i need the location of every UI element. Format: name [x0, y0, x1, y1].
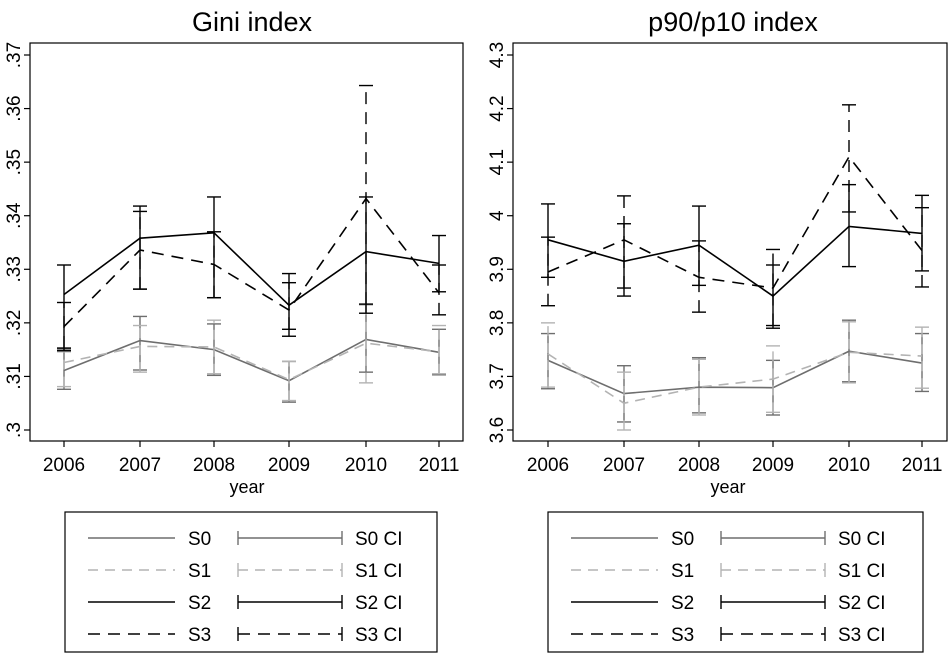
legend-label: S3 — [671, 625, 694, 646]
x-tick-label: 2010 — [345, 455, 387, 476]
legend-label: S0 — [188, 529, 211, 550]
x-tick-label: 2010 — [828, 455, 870, 476]
y-tick-label: .3 — [4, 422, 25, 438]
chart-panel-2: p90/p10 index 3.6 3.7 3.8 3.9 4 4.1 4.2 4.3 2006 2… — [487, 7, 947, 652]
y-tick-label: 4.1 — [487, 149, 508, 175]
series-S1 — [57, 304, 446, 400]
y-tick-label: .35 — [4, 149, 25, 175]
series-line-S2 — [548, 226, 922, 296]
x-tick-label: 2006 — [527, 455, 569, 476]
legend-label: S2 CI — [838, 593, 886, 614]
series-line-S0 — [64, 339, 439, 380]
series-S0 — [57, 305, 446, 403]
y-tick-label: .36 — [4, 95, 25, 121]
legend-label: S0 CI — [838, 529, 886, 550]
legend-label: S1 — [671, 561, 694, 582]
y-tick-label: .32 — [4, 310, 25, 336]
x-tick-label: 2009 — [752, 455, 794, 476]
series-line-S0 — [548, 351, 922, 393]
x-axis-label: year — [710, 477, 745, 497]
legend-label: S3 CI — [838, 625, 886, 646]
legend-label: S2 CI — [355, 593, 403, 614]
series-S0 — [541, 320, 929, 422]
series-S1 — [541, 322, 929, 430]
y-tick-label: 3.6 — [487, 417, 508, 443]
x-tick-label: 2011 — [419, 455, 460, 476]
chart-title: Gini index — [192, 7, 313, 37]
x-tick-label: 2007 — [603, 455, 645, 476]
y-tick-label: .33 — [4, 256, 25, 282]
y-tick-label: 3.9 — [487, 256, 508, 282]
series-S2 — [541, 185, 929, 329]
legend-label: S1 — [188, 561, 211, 582]
x-tick-label: 2008 — [193, 455, 235, 476]
legend: S0 S0 CI S1 S1 CI S2 S2 CI S3 S3 CI — [65, 512, 437, 652]
x-tick-label: 2006 — [43, 455, 85, 476]
legend-label: S1 CI — [355, 561, 403, 582]
y-tick-label: 4.2 — [487, 95, 508, 121]
y-tick-label: .34 — [4, 202, 25, 229]
legend-label: S2 — [671, 593, 694, 614]
x-tick-label: 2011 — [902, 455, 943, 476]
x-tick-label: 2008 — [678, 455, 720, 476]
series-line-S3 — [548, 157, 922, 288]
x-tick-label: 2007 — [119, 455, 161, 476]
series-S2 — [57, 197, 446, 351]
legend: S0 S0 CI S1 S1 CI S2 S2 CI S3 S3 CI — [548, 512, 923, 652]
series-S3 — [57, 86, 446, 349]
legend-label: S2 — [188, 593, 211, 614]
series-line-S1 — [548, 352, 922, 403]
legend-label: S3 CI — [355, 625, 403, 646]
y-tick-label: 4 — [487, 210, 508, 221]
series-S3 — [541, 105, 929, 326]
x-axis-label: year — [229, 477, 264, 497]
legend-label: S0 — [671, 529, 694, 550]
y-tick-label: .37 — [4, 42, 25, 68]
plot-frame — [30, 43, 463, 441]
y-tick-label: .31 — [4, 363, 25, 389]
y-tick-label: 3.7 — [487, 363, 508, 389]
plot-frame — [513, 43, 947, 441]
series-line-S3 — [64, 199, 439, 327]
x-tick-label: 2009 — [268, 455, 310, 476]
y-tick-label: 4.3 — [487, 42, 508, 68]
chart-panel-1: Gini index .3 .31 .32 .33 .34 .35 .36 .37 2006 200… — [4, 7, 463, 652]
legend-label: S1 CI — [838, 561, 886, 582]
chart-title: p90/p10 index — [648, 7, 818, 37]
legend-label: S0 CI — [355, 529, 403, 550]
y-tick-label: 3.8 — [487, 310, 508, 336]
legend-label: S3 — [188, 625, 211, 646]
